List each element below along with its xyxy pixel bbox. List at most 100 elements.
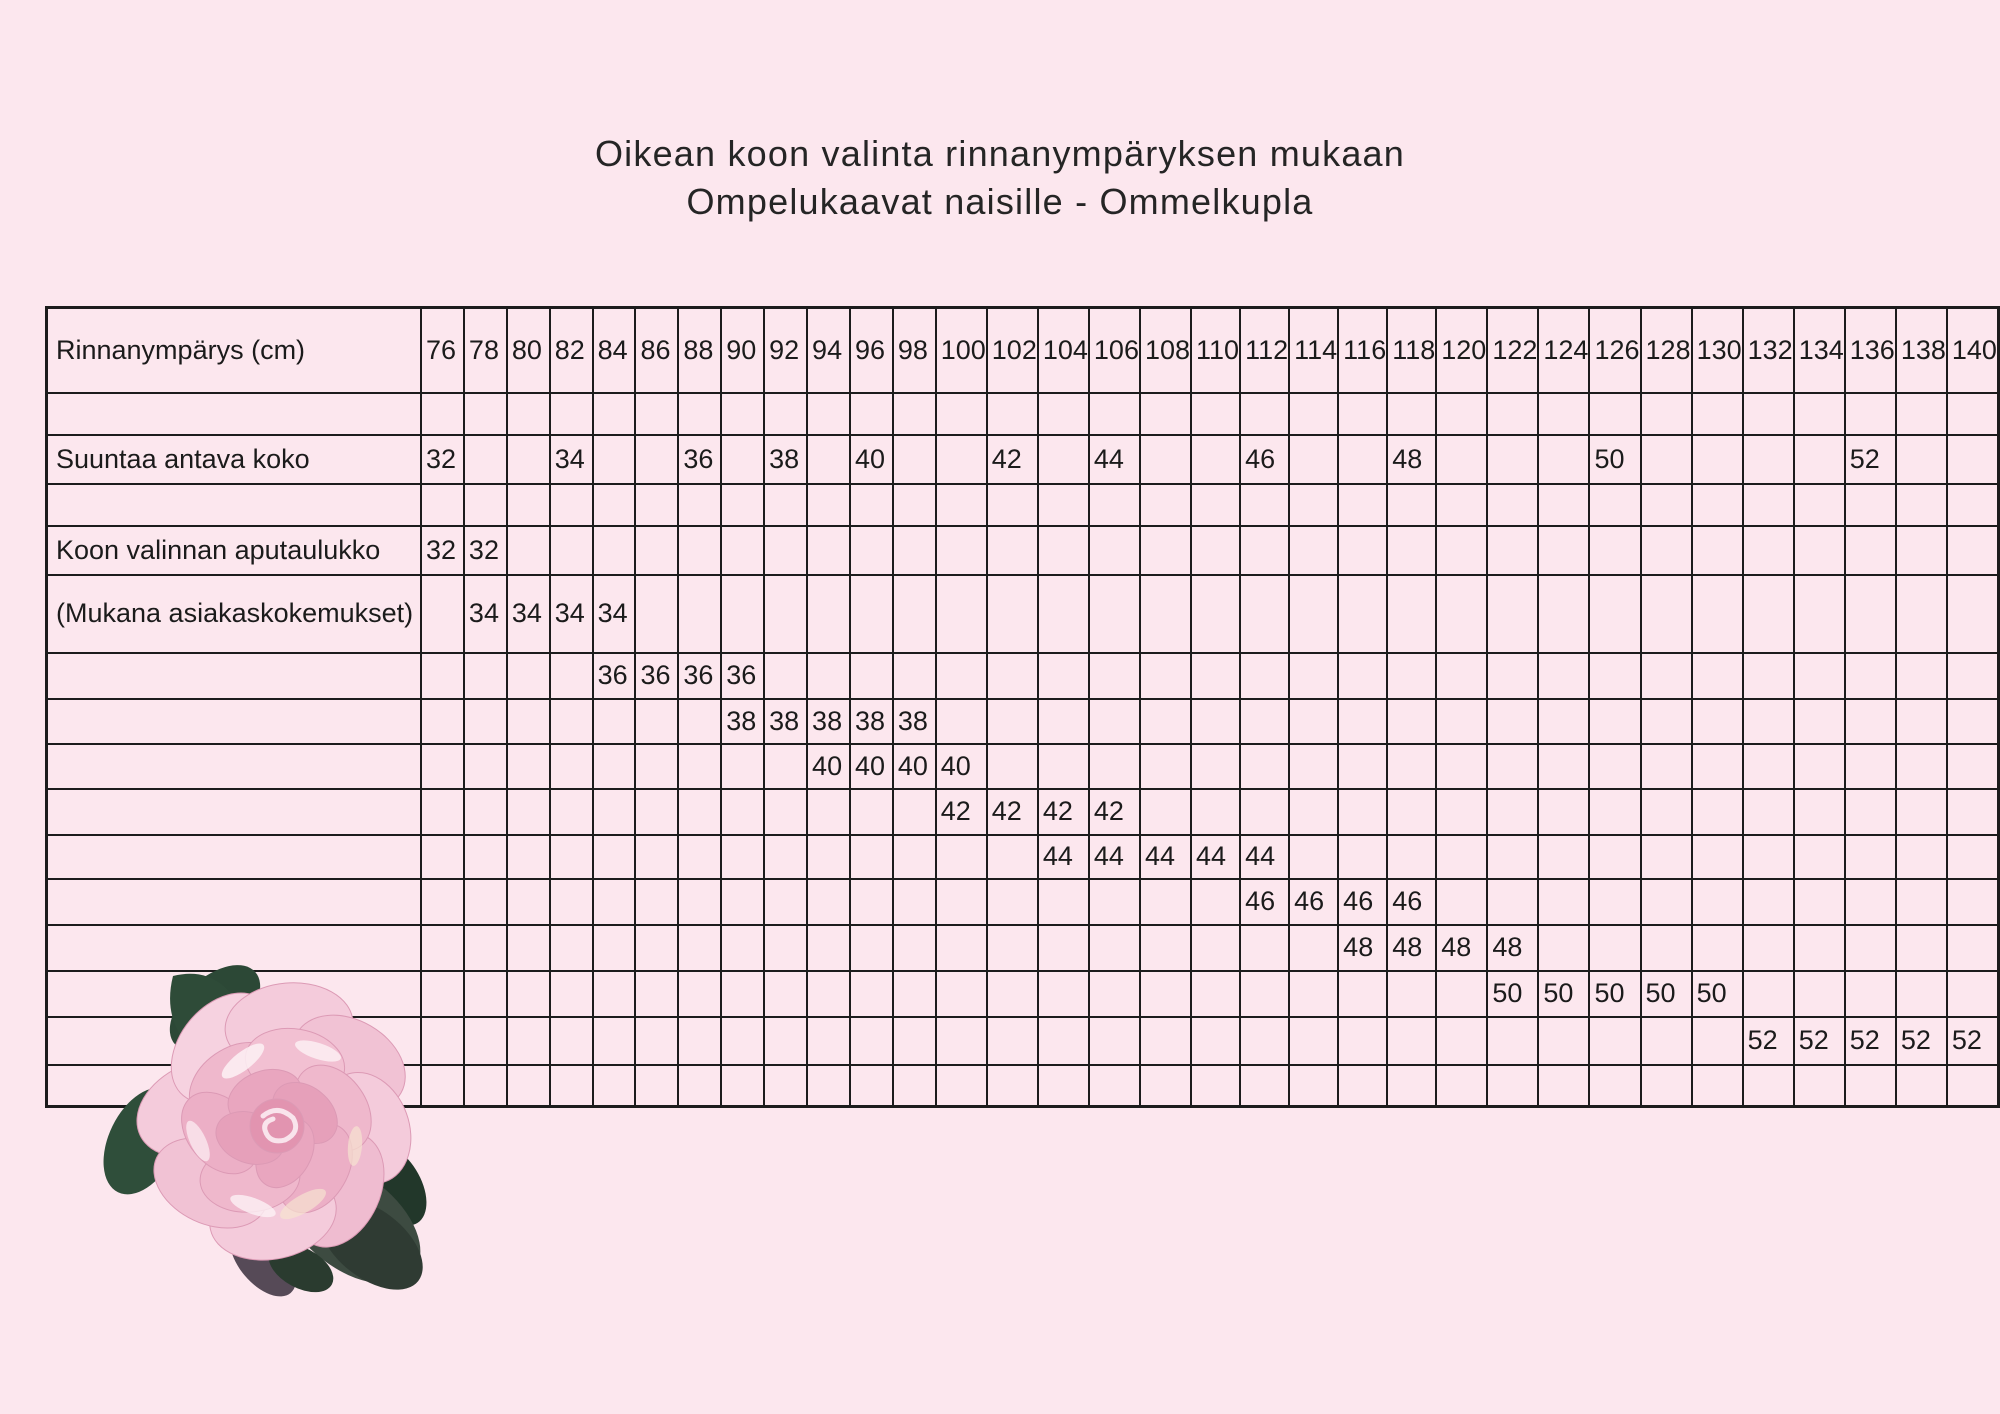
size-cell — [1945, 697, 2000, 745]
size-cell — [1639, 697, 1693, 745]
row-helper-table-36: 36 36 36 36 — [45, 651, 2000, 700]
size-cell — [934, 391, 988, 436]
size-cell — [1537, 877, 1591, 926]
size-cell — [591, 524, 637, 576]
size-cell — [1386, 391, 1438, 436]
size-cell — [462, 651, 508, 700]
size-cell — [1792, 923, 1846, 972]
size-cell — [806, 651, 851, 700]
size-cell: 42 — [985, 787, 1039, 836]
size-cell — [1945, 923, 2000, 972]
size-cell — [677, 524, 723, 576]
size-cell — [720, 833, 766, 880]
size-cell — [1288, 969, 1340, 1018]
size-cell — [1288, 524, 1340, 576]
size-cell — [548, 482, 594, 527]
bust-value-cell: 120 — [1435, 306, 1489, 394]
size-cell — [1843, 697, 1897, 745]
size-cell — [1843, 923, 1897, 972]
size-cell — [505, 877, 551, 926]
size-cell — [1288, 1063, 1340, 1108]
size-cell — [806, 787, 851, 836]
size-cell — [763, 1063, 809, 1108]
size-cell — [1435, 1015, 1489, 1066]
size-cell — [720, 391, 766, 436]
bust-value-cell: 82 — [548, 306, 594, 394]
size-cell — [1386, 833, 1438, 880]
size-cell — [1537, 482, 1591, 527]
size-cell: 50 — [1588, 969, 1642, 1018]
size-cell — [462, 433, 508, 485]
size-cell — [677, 923, 723, 972]
row-helper-table-44: 44 44 44 44 44 — [45, 833, 2000, 880]
bust-value-cell: 98 — [891, 306, 937, 394]
size-cell — [934, 969, 988, 1018]
size-cell — [1588, 833, 1642, 880]
size-cell: 52 — [1843, 433, 1897, 485]
row-label — [45, 651, 423, 700]
size-cell — [1843, 573, 1897, 654]
size-cell — [634, 697, 680, 745]
size-cell — [891, 833, 937, 880]
size-cell — [1894, 433, 1948, 485]
size-cell — [1741, 391, 1795, 436]
size-cell — [985, 833, 1039, 880]
size-cell — [677, 697, 723, 745]
size-cell — [591, 697, 637, 745]
size-cell — [505, 923, 551, 972]
size-cell — [1337, 573, 1389, 654]
size-cell — [1945, 787, 2000, 836]
size-cell — [1588, 482, 1642, 527]
size-cell — [420, 742, 465, 790]
size-cell — [1386, 482, 1438, 527]
size-cell: 40 — [934, 742, 988, 790]
size-cell: 42 — [934, 787, 988, 836]
size-cell — [1337, 433, 1389, 485]
size-cell: 52 — [1894, 1015, 1948, 1066]
size-cell — [591, 1015, 637, 1066]
size-cell — [1945, 742, 2000, 790]
size-cell: 38 — [720, 697, 766, 745]
size-cell — [1435, 1063, 1489, 1108]
size-cell — [891, 573, 937, 654]
size-cell: 44 — [1138, 833, 1193, 880]
size-cell — [1639, 391, 1693, 436]
size-cell: 52 — [1843, 1015, 1897, 1066]
row-label — [45, 742, 423, 790]
size-cell — [1486, 787, 1540, 836]
bust-value-cell: 134 — [1792, 306, 1846, 394]
size-cell — [1337, 651, 1389, 700]
size-cell — [1792, 742, 1846, 790]
bust-value-cell: 110 — [1190, 306, 1242, 394]
title-line-2: Ompelukaavat naisille - Ommelkupla — [686, 181, 1314, 222]
size-cell — [1690, 651, 1744, 700]
size-cell — [1087, 391, 1141, 436]
size-cell — [806, 833, 851, 880]
size-cell: 44 — [1190, 833, 1242, 880]
size-cell — [1486, 433, 1540, 485]
size-cell — [1894, 923, 1948, 972]
size-cell — [1138, 877, 1193, 926]
size-cell — [985, 573, 1039, 654]
size-cell — [1036, 651, 1090, 700]
size-cell — [806, 1015, 851, 1066]
size-cell — [1239, 573, 1291, 654]
bust-value-cell: 108 — [1138, 306, 1193, 394]
size-cell — [1639, 923, 1693, 972]
size-cell — [1588, 742, 1642, 790]
size-cell — [1537, 573, 1591, 654]
size-cell — [1337, 969, 1389, 1018]
size-cell — [634, 391, 680, 436]
size-cell — [420, 787, 465, 836]
size-cell: 48 — [1486, 923, 1540, 972]
size-cell — [1036, 1015, 1090, 1066]
size-cell — [1792, 651, 1846, 700]
size-cell — [1639, 482, 1693, 527]
size-cell — [1190, 787, 1242, 836]
size-cell — [1190, 969, 1242, 1018]
size-cell — [848, 573, 894, 654]
size-cell — [1537, 1015, 1591, 1066]
size-cell: 40 — [848, 742, 894, 790]
size-cell: 50 — [1537, 969, 1591, 1018]
size-cell — [1486, 524, 1540, 576]
